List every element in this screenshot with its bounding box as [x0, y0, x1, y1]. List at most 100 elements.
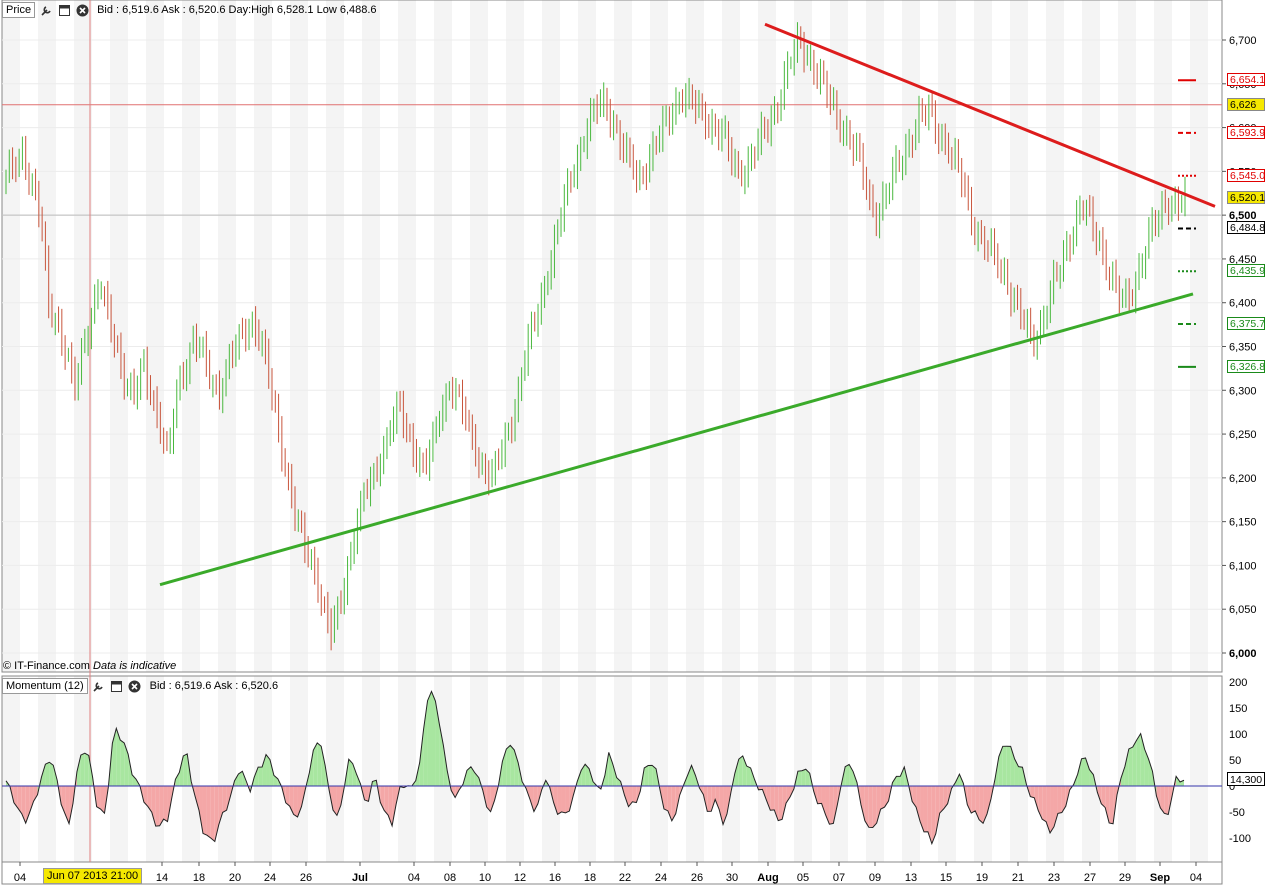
- x-tick-label: 04: [1190, 872, 1202, 884]
- momentum-bar: [983, 786, 988, 824]
- momentum-bar: [262, 754, 267, 786]
- momentum-bar: [159, 786, 164, 826]
- bg-stripe: [650, 0, 668, 672]
- momentum-bar: [1124, 748, 1129, 786]
- momentum-bar: [553, 786, 558, 815]
- wrench-icon[interactable]: [92, 679, 106, 693]
- momentum-bar: [711, 786, 716, 812]
- momentum-y-tick-label: 150: [1229, 703, 1247, 715]
- momentum-bar: [100, 786, 105, 814]
- maximize-icon[interactable]: [57, 3, 71, 17]
- bg-stripe: [722, 0, 740, 672]
- momentum-bar: [1042, 786, 1047, 822]
- x-axis-strip: [1, 861, 1223, 885]
- bg-stripe: [434, 0, 452, 672]
- bg-stripe: [1082, 0, 1100, 672]
- momentum-bar: [801, 769, 806, 786]
- momentum-bar: [876, 786, 881, 824]
- y-tick-label: 6,150: [1229, 517, 1257, 529]
- momentum-bar: [998, 746, 1003, 786]
- momentum-bar: [979, 786, 984, 824]
- momentum-bar: [431, 691, 436, 786]
- momentum-y-tick-label: 200: [1229, 677, 1247, 689]
- momentum-bar: [317, 742, 322, 786]
- momentum-bar: [388, 786, 393, 826]
- close-icon[interactable]: [75, 3, 89, 17]
- momentum-bar: [1030, 786, 1035, 798]
- momentum-bar: [84, 753, 89, 786]
- bg-stripe: [1082, 676, 1100, 862]
- momentum-bar: [309, 750, 314, 786]
- bg-stripe: [686, 676, 704, 862]
- momentum-bar: [266, 754, 270, 786]
- momentum-bar: [920, 786, 924, 832]
- y-tick-label: 6,700: [1229, 35, 1257, 47]
- momentum-bar: [41, 764, 46, 786]
- momentum-bar: [435, 701, 440, 786]
- momentum-bar: [502, 748, 507, 786]
- y-tick-label: 6,250: [1229, 429, 1257, 441]
- momentum-bar: [45, 762, 50, 786]
- x-tick-label: 15: [940, 872, 952, 884]
- x-tick-label: 23: [1048, 872, 1060, 884]
- bg-stripe: [38, 0, 56, 672]
- bg-stripe: [290, 0, 308, 672]
- momentum-bar: [561, 786, 566, 813]
- price-pane-label[interactable]: Price: [2, 2, 36, 18]
- momentum-series: [5, 690, 1185, 846]
- momentum-bar: [143, 786, 148, 807]
- momentum-bar: [612, 763, 617, 786]
- momentum-bar: [624, 786, 629, 807]
- momentum-bar: [1105, 786, 1110, 823]
- momentum-bar: [943, 786, 948, 809]
- momentum-bar: [1050, 786, 1054, 833]
- x-tick-label: 09: [869, 872, 881, 884]
- momentum-bar: [206, 786, 211, 839]
- momentum-bar: [506, 745, 511, 786]
- y-tick-label: 6,500: [1229, 210, 1257, 222]
- momentum-bar: [490, 786, 495, 812]
- y-tick-label: 6,450: [1229, 254, 1257, 266]
- momentum-bar: [202, 786, 207, 836]
- momentum-bar: [880, 786, 885, 810]
- momentum-bar: [916, 786, 921, 822]
- momentum-bar: [585, 764, 590, 786]
- bg-stripe: [470, 676, 488, 862]
- momentum-bar: [364, 786, 369, 802]
- momentum-bar: [234, 773, 239, 786]
- momentum-bar: [210, 786, 215, 842]
- momentum-bar: [742, 755, 747, 786]
- momentum-bar: [687, 765, 692, 786]
- bg-stripe: [902, 0, 920, 672]
- momentum-bar: [1156, 786, 1161, 808]
- y-tick-label: 6,400: [1229, 298, 1257, 310]
- momentum-bar: [864, 786, 869, 828]
- momentum-current-value: 14,300: [1227, 772, 1265, 786]
- momentum-bar: [632, 786, 637, 803]
- momentum-bar: [21, 786, 26, 824]
- momentum-y-tick-label: -100: [1229, 833, 1251, 845]
- y-tick-label: 6,050: [1229, 604, 1257, 616]
- price-pane-frame: [1, 0, 1223, 673]
- price-level-label: 6,435.9: [1227, 264, 1265, 278]
- x-tick-label: Sep: [1150, 872, 1170, 884]
- close-icon[interactable]: [128, 679, 142, 693]
- bg-stripe: [1154, 676, 1172, 862]
- momentum-bar: [419, 728, 424, 786]
- maximize-icon[interactable]: [110, 679, 124, 693]
- momentum-bar: [155, 786, 160, 827]
- momentum-pane-label[interactable]: Momentum (12): [2, 678, 88, 694]
- momentum-bar: [719, 786, 724, 825]
- credit-line: © IT-Finance.com Data is indicative: [3, 660, 176, 672]
- momentum-bar: [151, 786, 156, 827]
- momentum-bar: [707, 786, 712, 812]
- bg-stripe: [686, 0, 704, 672]
- momentum-bar: [120, 740, 125, 786]
- price-quote: Bid : 6,519.6 Ask : 6,520.6 Day:High 6,5…: [97, 4, 377, 16]
- wrench-icon[interactable]: [39, 3, 53, 17]
- x-tick-label: 12: [514, 872, 526, 884]
- bg-stripe: [614, 676, 632, 862]
- x-tick-label: Jul: [352, 872, 368, 884]
- momentum-y-tick-label: 50: [1229, 755, 1241, 767]
